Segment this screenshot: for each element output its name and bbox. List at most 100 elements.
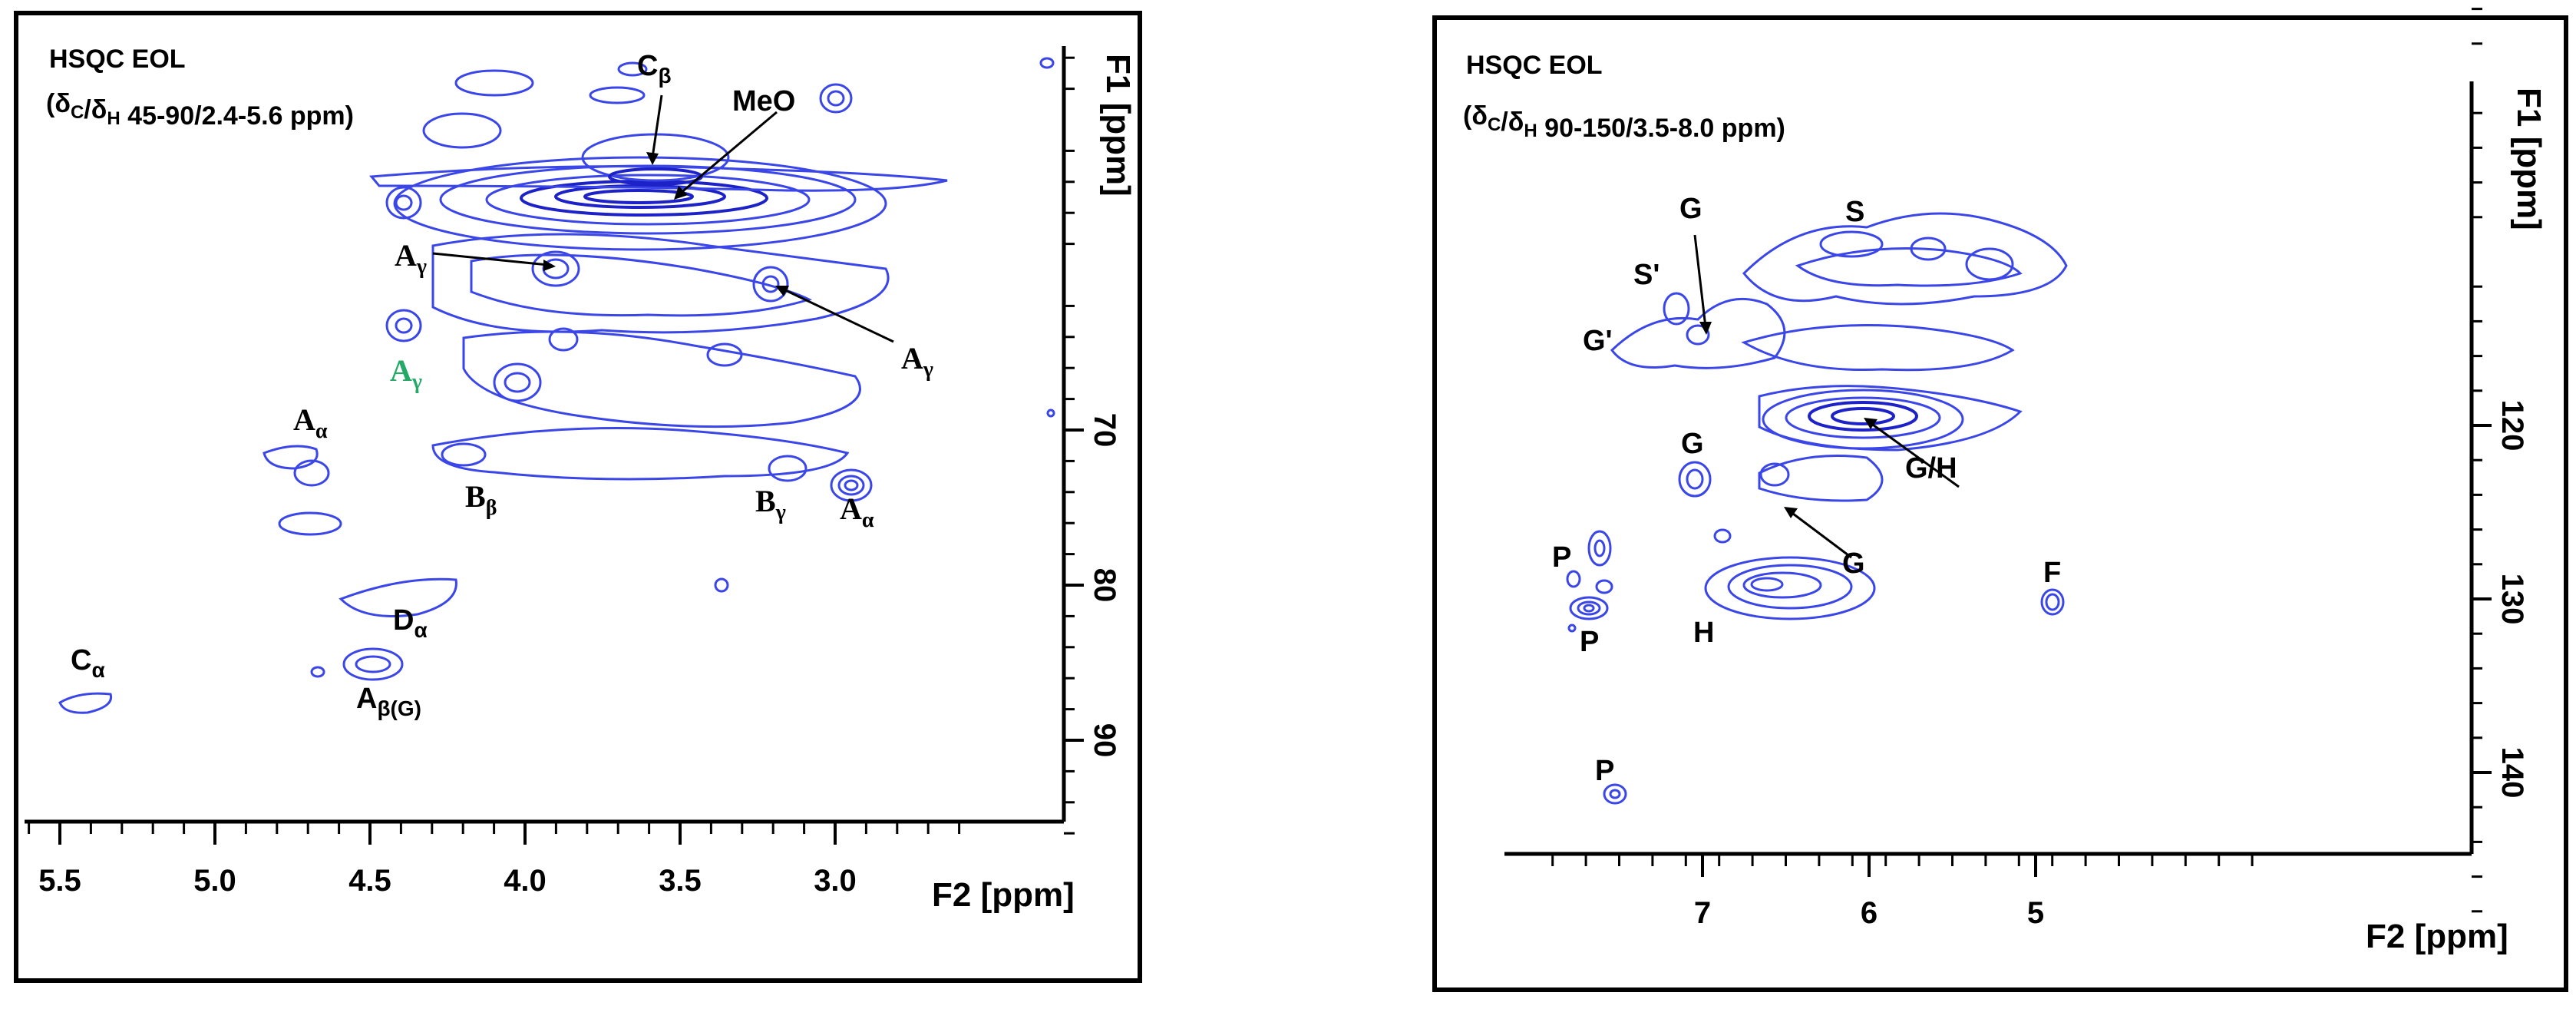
contour xyxy=(1910,237,1947,261)
contour xyxy=(1785,396,1941,439)
contour xyxy=(583,189,694,204)
peak-label: P xyxy=(1580,626,1599,658)
peak-label: Aγ xyxy=(395,238,427,279)
contour xyxy=(342,647,404,681)
contour xyxy=(706,342,743,367)
contour xyxy=(1965,247,2014,281)
arrowhead xyxy=(646,152,659,165)
contour xyxy=(422,112,502,149)
x-tick-label: 4.0 xyxy=(504,864,547,898)
contour xyxy=(554,184,726,209)
peak-label: Aγ xyxy=(901,341,933,382)
contour xyxy=(385,309,422,342)
contour xyxy=(369,165,948,192)
arrowhead xyxy=(1784,507,1798,518)
contour-peaks xyxy=(58,57,1055,714)
contour xyxy=(617,61,648,77)
contour xyxy=(1713,528,1732,544)
contour xyxy=(263,445,319,470)
contour xyxy=(470,253,813,317)
annotation-arrows xyxy=(432,94,894,343)
contour xyxy=(1795,247,2023,287)
contour xyxy=(1603,783,1627,805)
y-tick-label: 120 xyxy=(2495,400,2529,452)
x-axis-title: F2 [ppm] xyxy=(932,876,1075,914)
contour xyxy=(1759,462,1790,487)
peak-label: Cα xyxy=(71,644,105,682)
contour xyxy=(768,455,807,482)
peak-label: G xyxy=(1679,193,1702,225)
x-tick-label: 4.5 xyxy=(348,864,391,898)
contour xyxy=(1741,324,2015,372)
peak-label: Aβ(G) xyxy=(356,683,421,720)
contour xyxy=(1039,57,1055,69)
contour xyxy=(1750,577,1784,592)
y-axis-title: F1 [ppm] xyxy=(1099,54,1137,197)
contour xyxy=(1567,624,1577,633)
contour xyxy=(1577,600,1601,616)
contour xyxy=(830,468,873,502)
chart-subtitle: (δC/δH 45-90/2.4-5.6 ppm) xyxy=(46,89,354,131)
x-axis-ticks: 7 6 5 xyxy=(1551,854,2254,930)
peak-label: MeO xyxy=(732,85,795,117)
x-tick-label: 5 xyxy=(2027,896,2044,930)
peak-label: F xyxy=(2043,557,2061,589)
annotation-arrows xyxy=(1693,234,1960,559)
x-tick-label: 3.0 xyxy=(814,864,857,898)
contour xyxy=(431,427,850,481)
arrow xyxy=(1789,510,1852,559)
contour xyxy=(819,83,853,114)
contour xyxy=(462,330,861,428)
contour xyxy=(1609,789,1621,799)
contour-peaks xyxy=(1566,212,2068,805)
arrow xyxy=(1870,422,1960,488)
contour xyxy=(1587,530,1612,567)
contour xyxy=(1663,292,1690,326)
arrow xyxy=(651,94,663,158)
contour xyxy=(355,655,391,673)
x-tick-label: 3.5 xyxy=(659,864,702,898)
peak-label: Bβ xyxy=(465,479,497,520)
arrowhead xyxy=(1864,418,1878,429)
contour xyxy=(837,475,865,496)
peak-label: P xyxy=(1552,541,1571,574)
peak-label: P xyxy=(1595,755,1614,787)
contour xyxy=(761,275,780,293)
contour xyxy=(2045,593,2060,611)
y-tick-label: 70 xyxy=(1088,413,1121,448)
contour xyxy=(1686,468,1704,490)
contour xyxy=(293,459,330,487)
hsqc-plot-aliphatic: HSQC EOL (δC/δH 45-90/2.4-5.6 ppm) 5.5 5.… xyxy=(25,45,1137,914)
contour xyxy=(2040,588,2065,616)
chart-title: HSQC EOL xyxy=(1466,51,1603,80)
contour xyxy=(1808,401,1918,432)
peak-label: G/H xyxy=(1905,452,1957,485)
contour xyxy=(393,156,887,251)
y-axis-ticks: 120 130 140 xyxy=(2472,8,2529,913)
arrow xyxy=(432,252,549,266)
contour xyxy=(1831,407,1895,425)
contour xyxy=(1566,570,1581,588)
arrow xyxy=(781,287,894,343)
contour xyxy=(1704,556,1876,620)
peak-label: G xyxy=(1681,428,1704,460)
contour xyxy=(1595,579,1613,594)
hsqc-panel-aliphatic: HSQC EOL (δC/δH 45-90/2.4-5.6 ppm) 5.5 5.… xyxy=(14,11,1142,983)
y-tick-label: 130 xyxy=(2495,574,2529,625)
peak-label: Cβ xyxy=(637,50,672,88)
x-tick-label: 6 xyxy=(1861,896,1878,930)
contour xyxy=(454,69,534,97)
contour xyxy=(485,174,811,226)
contour xyxy=(1593,539,1606,557)
contour xyxy=(493,362,542,402)
peak-label: Dα xyxy=(393,604,428,642)
arrow xyxy=(679,111,778,195)
chart-title: HSQC EOL xyxy=(49,45,186,74)
y-tick-label: 90 xyxy=(1088,723,1121,758)
x-tick-label: 5.5 xyxy=(38,864,81,898)
peak-label: G' xyxy=(1583,325,1613,357)
contour xyxy=(1727,564,1853,610)
x-tick-label: 7 xyxy=(1694,896,1711,930)
y-tick-label: 80 xyxy=(1088,568,1121,603)
